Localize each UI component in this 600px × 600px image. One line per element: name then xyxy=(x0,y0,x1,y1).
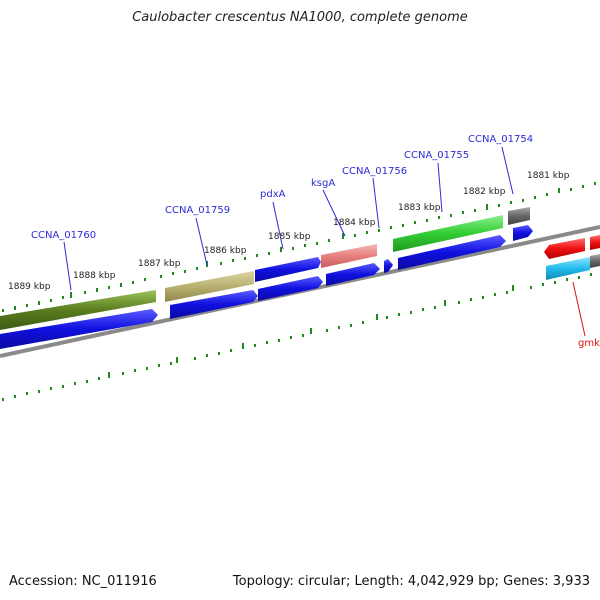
scale-ticks-lower xyxy=(2,273,592,401)
kbp-label: 1886 kbp xyxy=(204,246,247,256)
cds-arrow[interactable] xyxy=(513,225,533,241)
kbp-label: 1883 kbp xyxy=(398,203,441,213)
kbp-label: 1889 kbp xyxy=(8,282,51,292)
gene-label-ccna-01754[interactable]: CCNA_01754 xyxy=(468,134,533,145)
gene-label-ksga[interactable]: ksgA xyxy=(311,178,335,189)
cds-arrows-upper xyxy=(255,225,533,282)
gene-bar-ccna-01755[interactable] xyxy=(393,215,503,252)
gene-features-upper xyxy=(0,207,530,330)
topology-text: Topology: circular; Length: 4,042,929 bp… xyxy=(232,574,590,589)
gmk-leader-line xyxy=(572,281,586,337)
gene-features-right xyxy=(544,235,600,280)
gene-label-gmk[interactable]: gmk xyxy=(578,338,600,349)
cds-arrow[interactable] xyxy=(255,257,321,282)
gene-bar-ccna-01760[interactable] xyxy=(0,290,156,330)
scale-ticks-upper xyxy=(2,182,596,312)
cds-arrow[interactable] xyxy=(170,290,258,319)
gene-bar-cyan[interactable] xyxy=(546,257,590,280)
gene-label-ccna-01756[interactable]: CCNA_01756 xyxy=(342,166,407,177)
gene-label-pdxa[interactable]: pdxA xyxy=(260,189,286,200)
kbp-label: 1885 kbp xyxy=(268,232,311,242)
kbp-labels: 1889 kbp 1888 kbp 1887 kbp 1886 kbp 1885… xyxy=(8,171,570,292)
genome-title: Caulobacter crescentus NA1000, complete … xyxy=(132,10,468,25)
cds-arrow[interactable] xyxy=(326,263,380,286)
kbp-label: 1882 kbp xyxy=(463,187,506,197)
gene-bar-ccna-01759[interactable] xyxy=(165,271,254,302)
gene-bar-gray-right[interactable] xyxy=(590,254,600,268)
gene-bar-gmk[interactable] xyxy=(544,238,585,259)
gene-bar-ccna-01754[interactable] xyxy=(508,207,530,225)
gene-label-ccna-01759[interactable]: CCNA_01759 xyxy=(165,205,230,216)
gene-bar-red-2[interactable] xyxy=(590,235,600,250)
kbp-label: 1888 kbp xyxy=(73,271,116,281)
cds-arrow[interactable] xyxy=(384,259,393,273)
label-leader-lines xyxy=(63,146,514,291)
cds-arrow[interactable] xyxy=(398,235,506,270)
kbp-label: 1884 kbp xyxy=(333,218,376,228)
kbp-label: 1881 kbp xyxy=(527,171,570,181)
gene-label-ccna-01755[interactable]: CCNA_01755 xyxy=(404,150,469,161)
cds-arrow[interactable] xyxy=(258,276,323,301)
accession-text: Accession: NC_011916 xyxy=(9,574,157,589)
cds-arrow[interactable] xyxy=(0,309,158,349)
gene-label-ccna-01760[interactable]: CCNA_01760 xyxy=(31,230,96,241)
kbp-label: 1887 kbp xyxy=(138,259,181,269)
cds-arrows-lower xyxy=(0,235,506,349)
gene-bar-ksga[interactable] xyxy=(321,244,377,268)
gene-labels: CCNA_01760 CCNA_01759 pdxA ksgA CCNA_017… xyxy=(31,134,600,349)
